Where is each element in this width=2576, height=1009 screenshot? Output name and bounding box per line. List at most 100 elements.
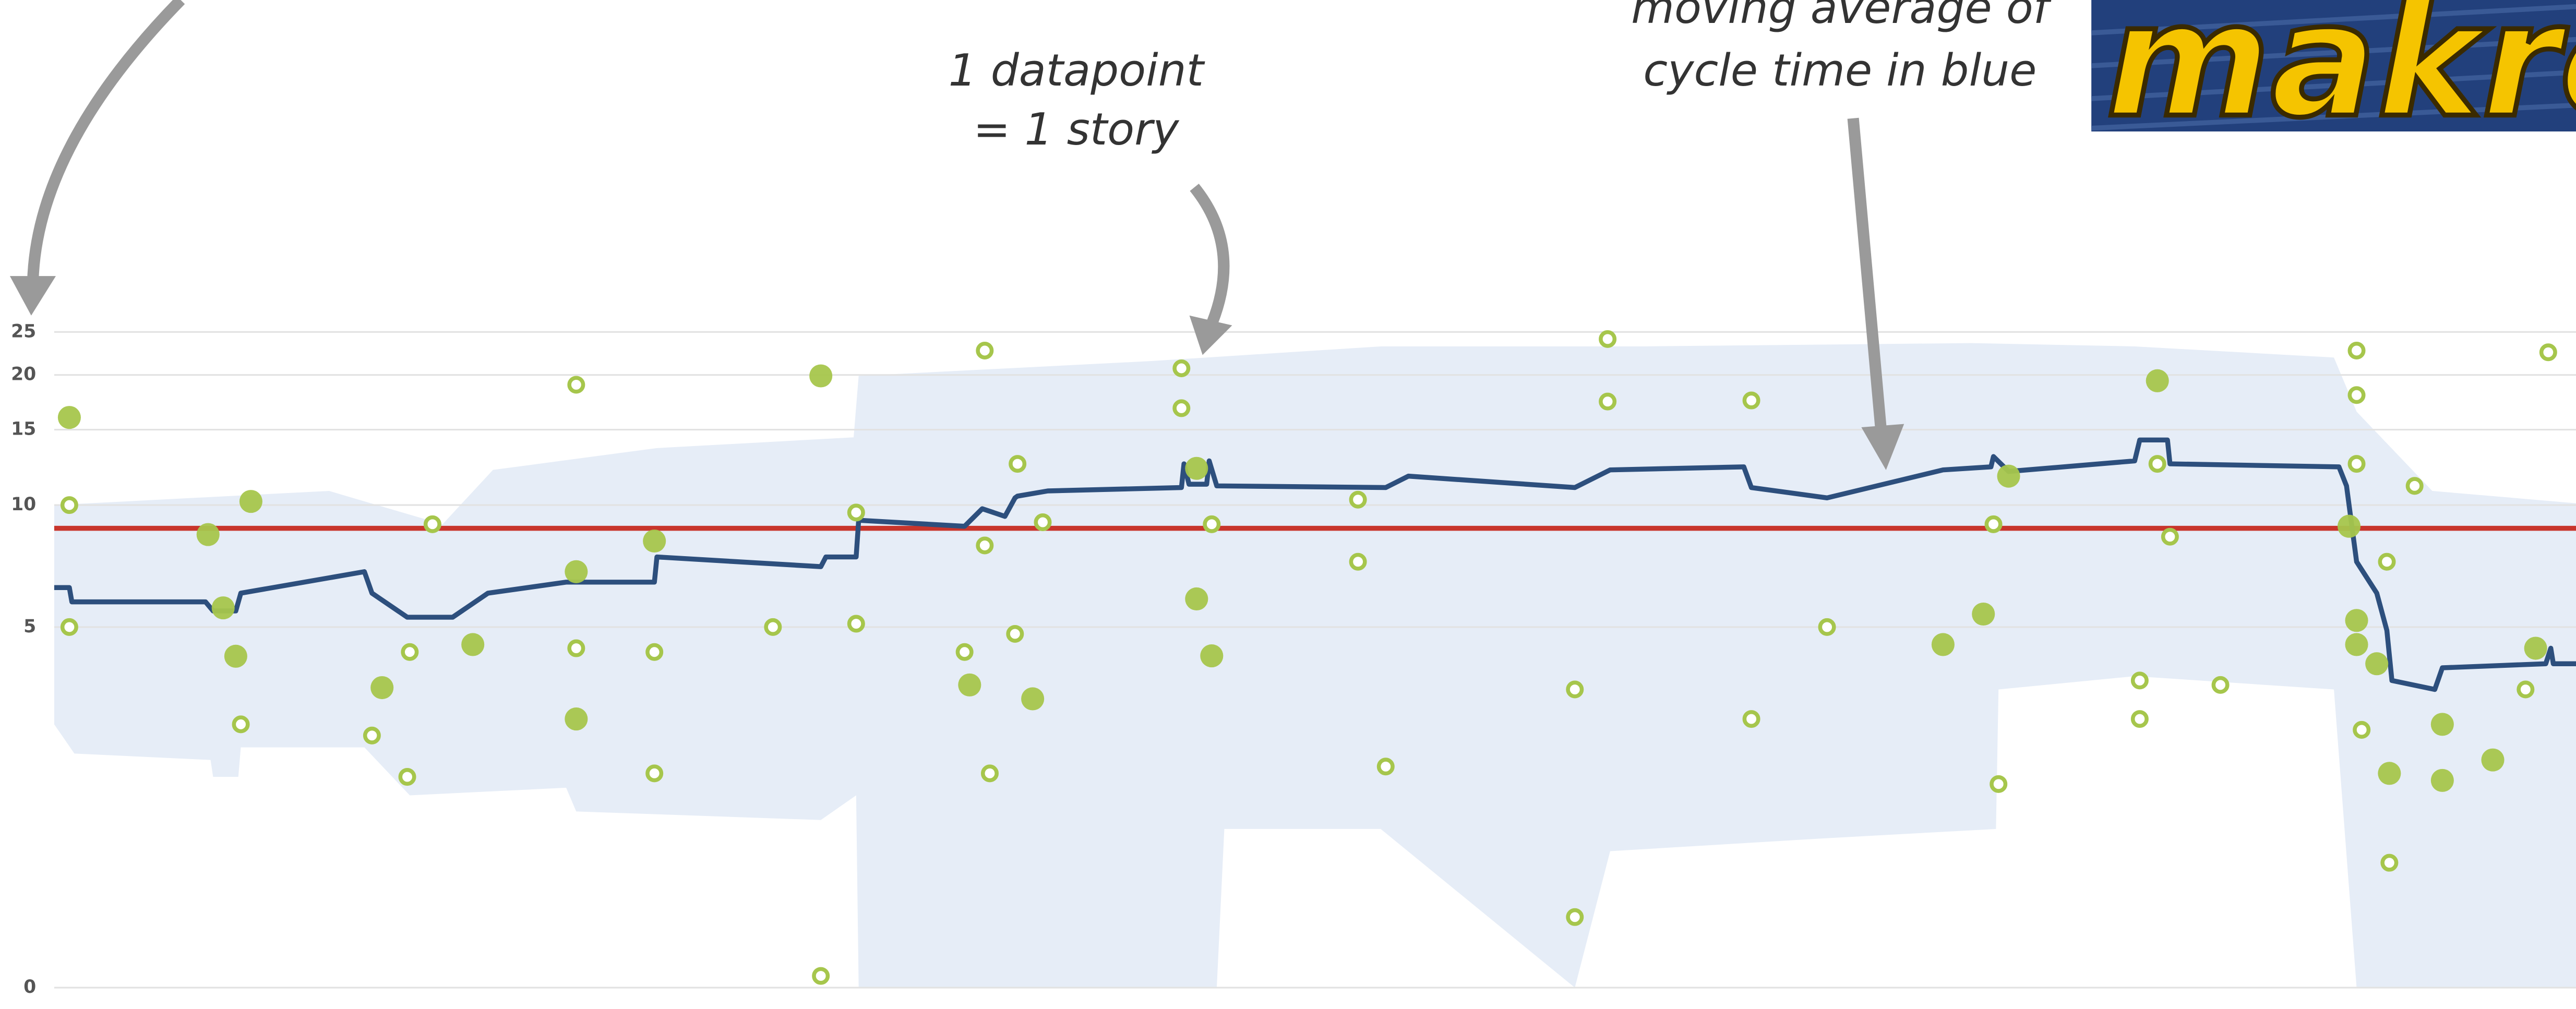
data-point — [1972, 603, 1995, 626]
data-point — [2133, 674, 2147, 687]
arrow — [33, 0, 181, 283]
data-point — [234, 717, 247, 731]
data-point — [849, 617, 863, 630]
data-point — [1011, 457, 1024, 471]
data-point — [58, 406, 81, 429]
data-point — [1008, 627, 1022, 641]
data-point — [2345, 633, 2368, 656]
data-point — [2524, 636, 2547, 659]
data-point — [1568, 910, 1581, 924]
data-point — [1744, 712, 1758, 726]
data-point — [1021, 687, 1044, 710]
data-point — [2431, 713, 2454, 736]
data-point — [565, 707, 588, 730]
data-point — [2150, 457, 2164, 471]
data-point — [809, 364, 832, 387]
data-point — [403, 645, 416, 659]
std-dev-band — [54, 343, 2576, 988]
y-tick-label: 10 — [11, 494, 36, 515]
data-point — [2133, 712, 2147, 726]
data-point — [426, 518, 439, 531]
data-point — [2355, 723, 2368, 737]
y-tick-label: 5 — [23, 616, 36, 637]
data-point — [197, 523, 220, 546]
y-tick-label: 0 — [23, 977, 36, 998]
annotation: moving average of — [1631, 0, 2055, 34]
data-point — [1820, 620, 1834, 634]
data-point — [1175, 401, 1188, 415]
data-point — [983, 766, 997, 780]
data-point — [365, 729, 379, 742]
data-point — [648, 645, 661, 659]
data-point — [648, 766, 661, 780]
data-point — [978, 538, 991, 552]
data-point — [461, 633, 484, 656]
logo-text: makro — [2106, 0, 2576, 153]
data-point — [63, 620, 76, 634]
y-tick-label: 15 — [11, 419, 36, 440]
y-tick-label: 20 — [11, 364, 36, 385]
data-point — [978, 344, 991, 357]
data-point — [2213, 678, 2227, 692]
plot-area: 0 5 10 15 20 25 — [11, 321, 2576, 998]
chart: makro 0 5 10 15 20 25 1 datapoint = 1 story m… — [0, 0, 2576, 1009]
data-point — [569, 378, 583, 391]
data-point — [1986, 518, 2000, 531]
data-point — [2350, 457, 2363, 471]
data-point — [1601, 394, 1614, 408]
data-point — [239, 490, 262, 513]
data-point — [1992, 777, 2005, 791]
data-point — [1351, 493, 1364, 506]
arrow — [1194, 187, 1224, 322]
annotation: cycle time in blue — [1643, 45, 2036, 97]
data-point — [2146, 369, 2169, 392]
data-point — [2481, 749, 2504, 772]
data-point — [1568, 682, 1581, 696]
annotation: 1 datapoint — [949, 45, 1205, 97]
data-point — [63, 498, 76, 512]
data-point — [2542, 345, 2555, 359]
data-point — [569, 641, 583, 655]
annotation: = 1 story — [973, 104, 1180, 155]
data-point — [1036, 515, 1049, 529]
data-point — [212, 596, 235, 619]
data-point — [1351, 555, 1364, 568]
data-point — [1744, 393, 1758, 407]
data-point — [2350, 388, 2363, 402]
data-point — [1205, 518, 1218, 531]
data-point — [766, 620, 780, 634]
data-point — [814, 969, 828, 982]
data-point — [958, 674, 981, 696]
arrow-head — [10, 276, 56, 316]
data-point — [1601, 332, 1614, 346]
data-point — [1200, 644, 1223, 667]
data-point — [2350, 344, 2363, 357]
data-point — [400, 770, 414, 784]
data-point — [2407, 479, 2421, 493]
data-point — [2382, 856, 2396, 869]
data-point — [224, 645, 247, 668]
data-point — [849, 506, 863, 519]
data-point — [1185, 587, 1208, 610]
y-tick-label: 25 — [11, 321, 36, 342]
data-point — [1175, 362, 1188, 375]
data-point — [2338, 515, 2361, 538]
data-point — [2378, 762, 2401, 785]
arrow-head — [1190, 316, 1232, 355]
data-point — [2519, 682, 2532, 696]
data-point — [2365, 652, 2388, 675]
data-point — [2163, 530, 2177, 543]
data-point — [370, 676, 393, 699]
data-point — [1379, 760, 1393, 773]
data-point — [1997, 465, 2020, 488]
data-point — [2431, 769, 2454, 792]
data-point — [643, 530, 666, 552]
data-point — [2345, 609, 2368, 632]
data-point — [957, 645, 971, 659]
logo-badge: makro — [2091, 0, 2576, 153]
data-point — [1185, 457, 1208, 480]
page: {"logo": "makro", "chart_data": { "type"… — [0, 0, 2576, 1009]
data-point — [2380, 555, 2393, 568]
data-point — [1932, 633, 1955, 656]
data-point — [565, 560, 588, 583]
